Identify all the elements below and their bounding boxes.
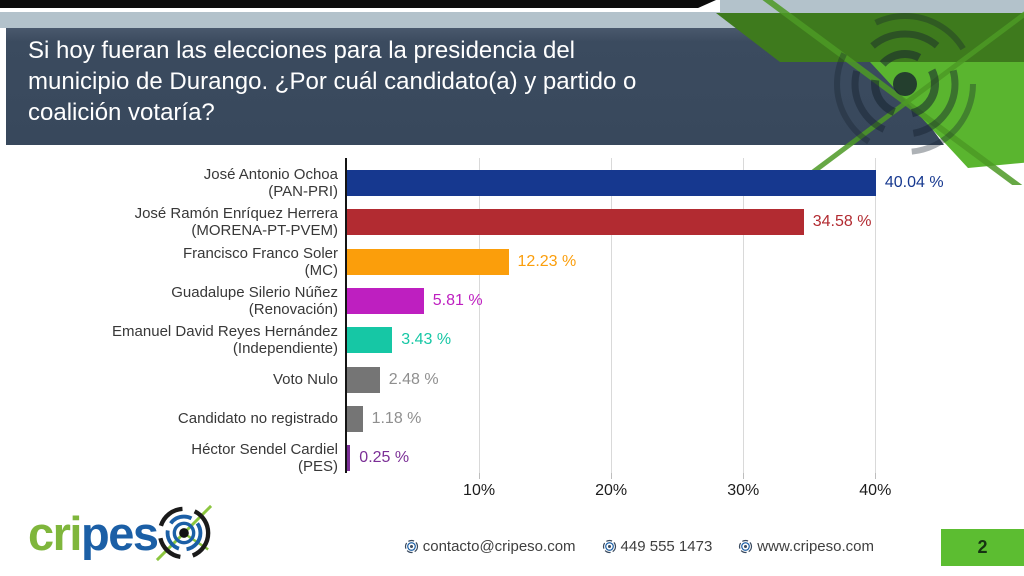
slide-title-line3: coalición votaría?	[28, 99, 215, 126]
top-black-strip	[0, 0, 716, 8]
gridline	[875, 158, 877, 473]
category-label-line: José Ramón Enríquez Herrera	[134, 204, 338, 222]
x-axis-tick-mark	[611, 473, 613, 479]
bar-value-label: 2.48 %	[388, 371, 439, 388]
logo-text-pes: pes	[81, 506, 159, 560]
bar-value-label: 12.23 %	[517, 253, 577, 270]
footer-phone-text: 449 555 1473	[620, 538, 713, 555]
category-label-line: Héctor Sendel Cardiel	[191, 440, 338, 458]
category-label: José Antonio Ochoa (PAN-PRI)	[0, 166, 338, 201]
bar-chart: José Antonio Ochoa (PAN-PRI) José Ramón En…	[0, 158, 1024, 503]
category-label-line: (MC)	[304, 262, 338, 279]
x-axis-tick-label: 40%	[859, 482, 892, 499]
bar	[347, 170, 876, 196]
category-label-line: Francisco Franco Soler	[182, 244, 338, 262]
bar-value-label: 3.43 %	[401, 331, 452, 348]
gridline	[479, 158, 481, 473]
top-gray-band-right	[720, 0, 1024, 14]
bar-value-label: 0.25 %	[359, 449, 410, 466]
category-label-line: Candidato no registrado	[177, 410, 338, 428]
category-label-line: (PES)	[297, 458, 338, 475]
page-number-badge: 2	[941, 529, 1024, 566]
logo-text-cri: cri	[28, 506, 83, 560]
category-label: Voto Nulo	[0, 367, 338, 393]
footer-website: www.cripeso.com	[738, 538, 874, 555]
bar-value-label: 40.04 %	[884, 174, 944, 191]
bar	[347, 445, 351, 471]
page-number: 2	[977, 537, 988, 557]
x-axis-tick-mark	[875, 473, 877, 479]
bar	[347, 249, 509, 275]
bar	[347, 327, 393, 353]
bar	[347, 209, 804, 235]
footer-website-text: www.cripeso.com	[757, 538, 874, 555]
target-icon	[602, 539, 616, 554]
category-label-line: (Renovación)	[248, 301, 338, 318]
gridline	[743, 158, 745, 473]
x-axis-tick-mark	[479, 473, 481, 479]
gridline	[611, 158, 613, 473]
category-labels: José Antonio Ochoa (PAN-PRI) José Ramón En…	[0, 158, 338, 476]
category-label-line: (Independiente)	[232, 340, 338, 357]
category-label-line: Emanuel David Reyes Hernández	[112, 322, 338, 340]
slide-title-line2: municipio de Durango. ¿Por cuál candidat…	[28, 68, 637, 95]
logo-target-icon	[155, 504, 212, 562]
bar-value-label: 1.18 %	[371, 410, 422, 427]
category-label-line: Guadalupe Silerio Núñez	[171, 283, 338, 301]
bar-value-label: 34.58 %	[812, 213, 872, 230]
category-label-line: Voto Nulo	[272, 371, 338, 389]
slide-title-line1: Si hoy fueran las elecciones para la pre…	[28, 37, 575, 64]
category-label-line: (PAN-PRI)	[268, 183, 338, 200]
category-label-line: (MORENA-PT-PVEM)	[191, 222, 338, 239]
logo-text: cripes	[28, 506, 159, 560]
category-label: Francisco Franco Soler (MC)	[0, 245, 338, 280]
category-label: Héctor Sendel Cardiel (PES)	[0, 441, 338, 476]
bar	[347, 288, 424, 314]
x-axis-tick-label: 20%	[595, 482, 628, 499]
bar	[347, 406, 363, 432]
footer-phone: 449 555 1473	[602, 538, 713, 555]
category-label: Guadalupe Silerio Núñez (Renovación)	[0, 284, 338, 319]
target-icon	[739, 539, 753, 554]
slide-title: Si hoy fueran las elecciones para la pre…	[28, 35, 636, 128]
category-label: José Ramón Enríquez Herrera (MORENA-PT-PV…	[0, 205, 338, 240]
target-icon	[404, 539, 418, 554]
x-axis-tick-label: 10%	[463, 482, 496, 499]
category-label-line: José Antonio Ochoa	[203, 165, 338, 183]
x-axis-tick-label: 30%	[727, 482, 760, 499]
plot-area: 10% 20% 30% 40% 40.04 % 34.58 % 12.23 % 5.81 % 3…	[345, 158, 944, 499]
footer-email-text: contacto@cripeso.com	[422, 538, 576, 555]
footer-contacts: contacto@cripeso.com 449 555 1473 www.cr…	[404, 538, 874, 555]
bar-value-label: 5.81 %	[432, 292, 483, 309]
footer-email: contacto@cripeso.com	[404, 538, 576, 555]
cripeso-logo: cripes	[28, 502, 213, 564]
bar	[347, 367, 380, 393]
x-axis-tick-mark	[743, 473, 745, 479]
category-label: Emanuel David Reyes Hernández (Independie…	[0, 323, 338, 358]
category-label: Candidato no registrado	[0, 406, 338, 432]
